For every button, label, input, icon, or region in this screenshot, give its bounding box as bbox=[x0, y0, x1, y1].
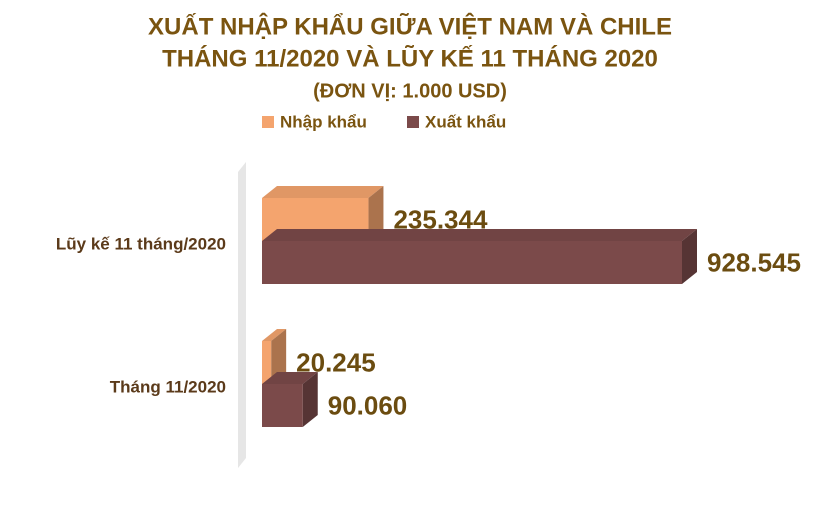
bar-side bbox=[682, 229, 697, 284]
legend-swatch bbox=[262, 116, 274, 128]
category-label: Tháng 11/2020 bbox=[110, 377, 226, 396]
bar-top bbox=[262, 186, 384, 198]
category-label: Lũy kế 11 tháng/2020 bbox=[56, 234, 226, 253]
legend-swatch bbox=[407, 116, 419, 128]
axis-wall bbox=[238, 162, 246, 468]
bar bbox=[262, 241, 682, 284]
bar-top bbox=[262, 372, 318, 384]
bar-top bbox=[262, 329, 287, 341]
value-label: 90.060 bbox=[328, 390, 408, 420]
bar-side bbox=[302, 372, 318, 427]
bar-side bbox=[368, 186, 384, 241]
bar-side bbox=[271, 329, 287, 384]
bar-top bbox=[262, 229, 697, 241]
chart-subtitle: THÁNG 11/2020 VÀ LŨY KẾ 11 THÁNG 2020 bbox=[162, 44, 658, 72]
legend-label: Xuất khẩu bbox=[425, 112, 506, 131]
value-label: 928.545 bbox=[707, 247, 801, 277]
bar bbox=[262, 341, 272, 384]
bar bbox=[262, 384, 303, 427]
legend-label: Nhập khẩu bbox=[280, 112, 367, 131]
unit-label: (ĐƠN VỊ: 1.000 USD) bbox=[313, 80, 507, 102]
chart-title: XUẤT NHẬP KHẨU GIỮA VIỆT NAM VÀ CHILE bbox=[148, 12, 672, 40]
